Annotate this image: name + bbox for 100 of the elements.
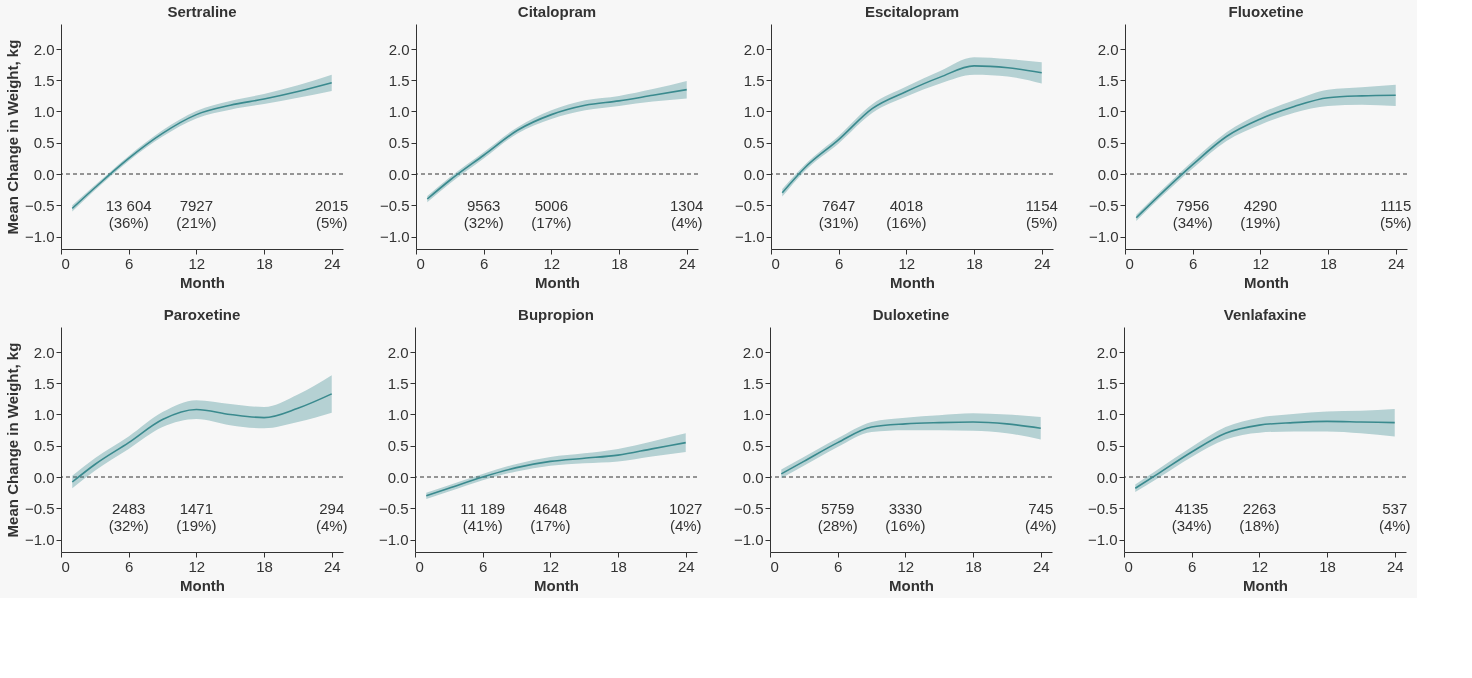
- y-tick-label: 0.0: [387, 468, 409, 486]
- y-tick-label: 1.5: [33, 374, 55, 392]
- annotation: 1027 (4%): [669, 500, 703, 534]
- x-tick-label: 24: [678, 254, 696, 272]
- annotation: 294 (4%): [315, 500, 348, 534]
- annotation: 1471 (19%): [176, 500, 217, 534]
- y-tick-label: 1.5: [387, 374, 409, 392]
- x-tick-label: 12: [898, 254, 916, 272]
- y-tick-label: 0.5: [742, 437, 764, 455]
- line-series: [71, 393, 333, 483]
- y-tick-label: 2.0: [1096, 343, 1118, 361]
- x-tick-label: 18: [1319, 557, 1336, 575]
- annotation: 1154 (5%): [1025, 197, 1058, 231]
- annotation: 4018 (16%): [886, 197, 927, 231]
- y-tick-label: 2.0: [33, 343, 55, 361]
- y-tick-label: 1.0: [388, 103, 410, 120]
- y-tick-label: 1.5: [742, 374, 764, 392]
- y-tick-label: 0.5: [388, 134, 410, 152]
- y-tick-label: −1.0: [1088, 228, 1119, 245]
- x-tick-label: 0: [415, 557, 424, 575]
- y-tick-label: 2.0: [1097, 40, 1119, 58]
- annotation: 4290 (19%): [1240, 197, 1281, 231]
- x-tick-label: 6: [834, 557, 843, 575]
- y-tick-label: 1.0: [743, 103, 765, 120]
- x-tick-label: 18: [610, 557, 627, 575]
- x-tick-label: 12: [1252, 254, 1270, 272]
- x-tick-label: 6: [480, 254, 489, 272]
- x-axis-title: Month: [890, 273, 935, 291]
- annotation: 4648 (17%): [530, 500, 571, 534]
- y-axis-title: Mean Change in Weight, kg: [3, 342, 21, 538]
- y-tick-label: 0.0: [33, 165, 55, 183]
- x-tick-label: 24: [323, 557, 341, 575]
- y-tick-label: 1.0: [387, 406, 409, 423]
- y-tick-label: 0.0: [1096, 468, 1118, 486]
- x-tick-label: 18: [256, 557, 273, 575]
- y-tick-label: −0.5: [1088, 196, 1119, 214]
- y-tick-label: 1.5: [388, 71, 410, 89]
- y-tick-label: −0.5: [734, 196, 765, 214]
- y-tick-label: 1.0: [742, 406, 764, 423]
- x-tick-label: 18: [966, 254, 983, 272]
- x-tick-label: 24: [323, 254, 341, 272]
- y-tick-label: 0.5: [1096, 437, 1118, 455]
- annotation: 13 604 (36%): [105, 197, 152, 231]
- annotation: 1304 (4%): [670, 197, 704, 231]
- y-axis-title: Mean Change in Weight, kg: [3, 39, 21, 235]
- y-tick-label: 0.0: [1097, 165, 1119, 183]
- x-tick-label: 0: [416, 254, 425, 272]
- y-tick-label: −1.0: [24, 531, 55, 548]
- y-tick-label: −1.0: [378, 531, 409, 548]
- annotation: 537 (4%): [1378, 500, 1411, 534]
- line-series: [780, 421, 1042, 475]
- y-tick-label: 2.0: [742, 343, 764, 361]
- x-tick-label: 0: [771, 254, 780, 272]
- x-tick-label: 18: [965, 557, 982, 575]
- x-tick-label: 12: [542, 557, 560, 575]
- y-tick-label: 0.0: [742, 468, 764, 486]
- x-tick-label: 18: [611, 254, 628, 272]
- x-tick-label: 24: [1386, 557, 1404, 575]
- y-tick-label: 0.0: [33, 468, 55, 486]
- y-tick-label: 0.5: [33, 134, 55, 152]
- y-tick-label: −0.5: [378, 499, 409, 517]
- x-tick-label: 6: [835, 254, 844, 272]
- y-tick-label: 2.0: [33, 40, 55, 58]
- y-tick-label: −0.5: [1087, 499, 1118, 517]
- chart-title: Bupropion: [518, 306, 594, 323]
- y-tick-label: 0.5: [1097, 134, 1119, 152]
- line-series: [425, 441, 687, 497]
- chart-title: Venlafaxine: [1223, 306, 1307, 323]
- y-tick-label: −0.5: [24, 499, 55, 517]
- y-tick-label: 1.0: [1097, 103, 1119, 120]
- annotation: 5006 (17%): [531, 197, 572, 231]
- x-axis-title: Month: [1244, 273, 1289, 291]
- annotation: 5759 (28%): [817, 500, 858, 534]
- annotation: 3330 (16%): [885, 500, 926, 534]
- chart-title: Escitalopram: [864, 3, 960, 20]
- x-tick-label: 0: [61, 254, 70, 272]
- annotation: 1115 (5%): [1379, 197, 1412, 231]
- x-tick-label: 24: [1387, 254, 1405, 272]
- x-tick-label: 12: [1251, 557, 1269, 575]
- annotation: 2015 (5%): [315, 197, 349, 231]
- x-tick-label: 12: [543, 254, 561, 272]
- line-series: [1134, 420, 1396, 490]
- y-tick-label: 1.5: [1096, 374, 1118, 392]
- x-tick-label: 24: [1033, 254, 1051, 272]
- y-tick-label: −1.0: [734, 228, 765, 245]
- y-tick-label: 0.5: [387, 437, 409, 455]
- x-axis-title: Month: [889, 576, 934, 594]
- y-tick-label: 0.5: [743, 134, 765, 152]
- chart-title: Sertraline: [167, 3, 237, 20]
- y-tick-label: 1.5: [743, 71, 765, 89]
- y-tick-label: 2.0: [388, 40, 410, 58]
- annotation: 7956 (34%): [1172, 197, 1213, 231]
- y-tick-label: 2.0: [743, 40, 765, 58]
- x-axis-title: Month: [180, 273, 225, 291]
- x-tick-label: 18: [1320, 254, 1337, 272]
- x-axis-title: Month: [1243, 576, 1288, 594]
- chart-title: Fluoxetine: [1228, 3, 1304, 20]
- chart-title: Duloxetine: [872, 306, 950, 323]
- y-tick-label: −0.5: [379, 196, 410, 214]
- x-tick-label: 0: [61, 557, 70, 575]
